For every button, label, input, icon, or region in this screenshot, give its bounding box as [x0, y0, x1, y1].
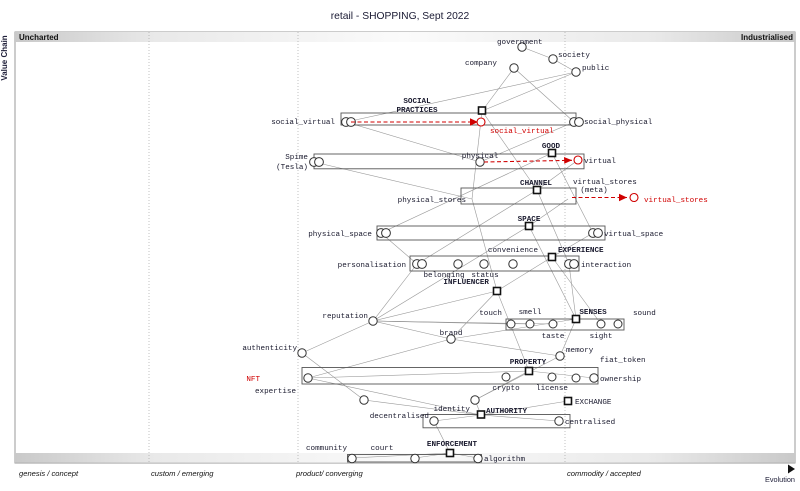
svg-text:society: society: [558, 52, 590, 60]
svg-text:license: license: [536, 385, 568, 393]
svg-text:authenticity: authenticity: [242, 345, 297, 353]
svg-text:retail - SHOPPING, Sept 2022: retail - SHOPPING, Sept 2022: [331, 11, 470, 22]
svg-text:social_physical: social_physical: [584, 119, 653, 127]
svg-text:algorithm: algorithm: [484, 456, 525, 464]
svg-text:smell: smell: [519, 309, 542, 317]
svg-text:ENFORCEMENT: ENFORCEMENT: [427, 441, 478, 449]
svg-text:SENSES: SENSES: [579, 309, 607, 317]
svg-text:community: community: [306, 445, 347, 453]
svg-text:GOOD: GOOD: [542, 143, 561, 151]
svg-text:identity: identity: [434, 406, 471, 414]
svg-text:genesis / concept: genesis / concept: [19, 469, 79, 478]
svg-text:physical: physical: [462, 153, 499, 161]
svg-text:social_virtual: social_virtual: [271, 119, 335, 127]
svg-text:court: court: [371, 445, 394, 453]
svg-text:product/ converging: product/ converging: [295, 469, 363, 478]
svg-text:custom / emerging: custom / emerging: [151, 469, 214, 478]
svg-text:commodity / accepted: commodity / accepted: [567, 469, 642, 478]
svg-text:NFT: NFT: [246, 376, 260, 384]
svg-text:decentralised: decentralised: [370, 413, 429, 421]
svg-text:Uncharted: Uncharted: [19, 33, 59, 42]
svg-text:PRACTICES: PRACTICES: [396, 107, 437, 115]
svg-text:SPACE: SPACE: [518, 216, 541, 224]
svg-text:social_virtual: social_virtual: [490, 128, 554, 136]
svg-text:centralised: centralised: [565, 419, 615, 427]
svg-text:crypto: crypto: [492, 385, 520, 393]
svg-text:brand: brand: [440, 330, 463, 338]
svg-text:virtual_stores: virtual_stores: [644, 197, 708, 205]
svg-text:convenience: convenience: [488, 247, 539, 255]
svg-text:Value Chain: Value Chain: [0, 35, 9, 80]
svg-text:INFLUENCER: INFLUENCER: [443, 279, 489, 287]
svg-text:Industrialised: Industrialised: [741, 33, 793, 42]
svg-text:virtual_stores: virtual_stores: [573, 179, 637, 187]
svg-text:personalisation: personalisation: [338, 262, 406, 270]
svg-text:reputation: reputation: [322, 313, 368, 321]
svg-text:taste: taste: [542, 333, 565, 341]
svg-text:sound: sound: [633, 310, 656, 318]
svg-text:AUTHORITY: AUTHORITY: [486, 408, 527, 416]
svg-text:public: public: [582, 65, 609, 73]
svg-text:memory: memory: [566, 347, 594, 355]
svg-text:CHANNEL: CHANNEL: [520, 180, 552, 188]
svg-text:physical_stores: physical_stores: [398, 197, 466, 205]
svg-text:EXCHANGE: EXCHANGE: [575, 399, 612, 407]
svg-text:EXPERIENCE: EXPERIENCE: [558, 247, 604, 255]
svg-text:expertise: expertise: [255, 388, 296, 396]
svg-text:interaction: interaction: [581, 262, 631, 270]
svg-text:(Tesla): (Tesla): [276, 164, 308, 172]
svg-text:sight: sight: [590, 333, 613, 341]
svg-text:physical_space: physical_space: [308, 231, 372, 239]
svg-text:(meta): (meta): [580, 187, 607, 195]
svg-text:virtual: virtual: [584, 158, 616, 166]
svg-text:company: company: [465, 60, 497, 68]
svg-text:Spime: Spime: [285, 154, 308, 162]
svg-text:PROPERTY: PROPERTY: [510, 359, 547, 367]
svg-text:touch: touch: [479, 310, 502, 318]
svg-text:Evolution: Evolution: [765, 475, 795, 484]
svg-text:virtual_space: virtual_space: [604, 231, 664, 239]
svg-text:fiat_token: fiat_token: [600, 357, 646, 365]
svg-text:ownership: ownership: [600, 376, 641, 384]
svg-text:government: government: [497, 39, 543, 47]
svg-text:SOCIAL: SOCIAL: [403, 98, 431, 106]
